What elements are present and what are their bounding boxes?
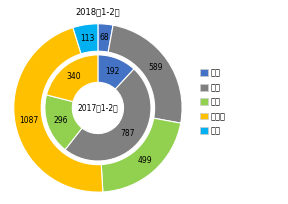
Text: 2017年1-2月: 2017年1-2月 [77, 103, 118, 112]
Text: 296: 296 [54, 116, 68, 125]
Legend: 水电, 火电, 风电, 太阳能, 其他: 水电, 火电, 风电, 太阳能, 其他 [200, 69, 226, 135]
Wedge shape [101, 118, 181, 192]
Text: 113: 113 [80, 34, 94, 43]
Wedge shape [46, 55, 98, 102]
Wedge shape [108, 25, 182, 123]
Text: 2018年1-2月: 2018年1-2月 [76, 8, 120, 17]
Text: 340: 340 [67, 72, 81, 81]
Wedge shape [65, 69, 151, 161]
Text: 499: 499 [137, 156, 152, 165]
Wedge shape [73, 24, 98, 54]
Wedge shape [45, 95, 82, 150]
Text: 192: 192 [105, 67, 120, 76]
Text: 1087: 1087 [19, 116, 38, 125]
Text: 787: 787 [121, 129, 135, 138]
Text: 68: 68 [99, 33, 109, 42]
Wedge shape [14, 28, 103, 192]
Wedge shape [98, 55, 134, 89]
Wedge shape [98, 24, 113, 52]
Text: 589: 589 [149, 63, 163, 72]
